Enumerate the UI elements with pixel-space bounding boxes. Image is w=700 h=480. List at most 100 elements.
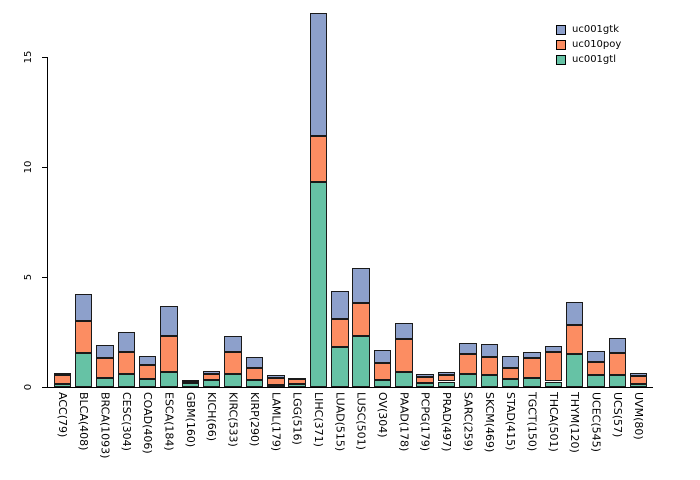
bar-segment-uc010poy: [138, 365, 157, 380]
legend-label: uc001gtk: [572, 24, 619, 35]
legend-swatch-uc001gtk: [556, 24, 566, 35]
bar-segment-uc001gtk: [53, 373, 71, 376]
bar-segment-uc001gtl: [309, 182, 328, 387]
x-category-label: KICH(66): [205, 392, 219, 441]
bar-segment-uc001gtk: [395, 323, 413, 339]
bar-segment-uc001gtk: [160, 305, 178, 337]
x-category-label: LGG(516): [290, 392, 304, 445]
legend-item: uc001gtk: [556, 22, 621, 37]
bar-segment-uc001gtl: [181, 382, 200, 387]
bar-segment-uc001gtk: [629, 373, 648, 376]
bar-segment-uc010poy: [395, 338, 413, 372]
bar-segment-uc001gtk: [224, 336, 242, 352]
bar-segment-uc010poy: [565, 325, 584, 354]
bar-segment-uc001gtl: [117, 373, 136, 387]
x-category-label: PAAD(178): [397, 392, 411, 452]
y-tick: [42, 57, 47, 58]
bar-segment-uc001gtk: [437, 371, 456, 375]
bar-segment-uc001gtk: [202, 370, 221, 374]
bar-segment-uc001gtl: [523, 378, 541, 387]
bar-segment-uc001gtl: [501, 379, 520, 387]
bar-segment-uc001gtl: [416, 382, 434, 387]
bar-segment-uc010poy: [331, 318, 349, 348]
bar-segment-uc010poy: [352, 303, 370, 337]
y-tick-label: 0: [22, 383, 34, 391]
x-category-label: STAD(415): [504, 392, 518, 451]
legend-swatch-uc001gtl: [556, 54, 566, 65]
bar-segment-uc010poy: [96, 358, 114, 379]
bar-segment-uc010poy: [629, 376, 648, 384]
x-category-label: LAML(179): [269, 392, 283, 452]
x-category-label: BRCA(1093): [98, 392, 112, 459]
bar-segment-uc001gtk: [245, 357, 264, 369]
bar-segment-uc001gtl: [352, 336, 370, 387]
bar-segment-uc010poy: [202, 373, 221, 381]
bar-segment-uc001gtl: [267, 384, 285, 387]
x-category-label: THCA(501): [546, 392, 560, 452]
bar-segment-uc010poy: [267, 378, 285, 385]
bar-segment-uc010poy: [587, 361, 605, 375]
bar-segment-uc010poy: [160, 336, 178, 372]
bar-segment-uc001gtl: [331, 347, 349, 387]
bar-segment-uc001gtk: [288, 378, 306, 381]
bar-segment-uc010poy: [523, 358, 541, 379]
bar-segment-uc010poy: [544, 351, 563, 382]
bar-segment-uc001gtk: [459, 343, 477, 354]
bar-segment-uc001gtk: [138, 356, 157, 365]
bar-segment-uc001gtk: [608, 337, 627, 353]
bar-segment-uc001gtl: [437, 381, 456, 387]
bar-segment-uc001gtl: [544, 381, 563, 387]
legend-item: uc001gtl: [556, 52, 621, 67]
bar-segment-uc001gtk: [544, 346, 563, 352]
bar-segment-uc010poy: [373, 362, 392, 381]
x-category-label: OV(304): [376, 392, 389, 438]
bar-segment-uc010poy: [501, 368, 520, 380]
x-category-label: COAD(406): [141, 392, 155, 454]
bar-segment-uc001gtl: [245, 380, 264, 387]
legend-swatch-uc010poy: [556, 39, 566, 50]
y-tick-label: 5: [22, 273, 34, 281]
bar-segment-uc001gtk: [501, 356, 520, 369]
x-category-label: LIHC(371): [311, 392, 325, 447]
bar-segment-uc001gtk: [587, 350, 605, 362]
bar-segment-uc001gtl: [202, 380, 221, 387]
bar-segment-uc010poy: [224, 351, 242, 374]
bar-segment-uc001gtk: [74, 293, 93, 321]
bar-segment-uc010poy: [117, 351, 136, 374]
bar-segment-uc001gtk: [96, 345, 114, 359]
bar-segment-uc001gtl: [96, 378, 114, 387]
bar-segment-uc001gtk: [117, 332, 136, 352]
bar-segment-uc001gtk: [373, 349, 392, 363]
bar-segment-uc001gtl: [459, 373, 477, 387]
y-tick-label: 10: [22, 160, 34, 174]
bar-segment-uc010poy: [53, 374, 71, 384]
bar-segment-uc010poy: [608, 352, 627, 375]
bar-segment-uc001gtl: [288, 383, 306, 387]
bar-segment-uc001gtk: [267, 374, 285, 379]
bar-segment-uc010poy: [480, 357, 498, 375]
x-axis-line: [47, 387, 653, 388]
legend-label: uc010poy: [572, 39, 622, 50]
bar-segment-uc001gtl: [587, 374, 605, 387]
y-tick-label: 15: [22, 50, 34, 64]
x-category-label: SARC(259): [461, 392, 475, 452]
bar-segment-uc001gtk: [352, 268, 370, 304]
bar-segment-uc010poy: [74, 321, 93, 353]
bar-segment-uc001gtl: [74, 352, 93, 387]
x-category-label: KIRP(290): [247, 392, 261, 447]
bar-segment-uc001gtk: [416, 373, 434, 378]
x-category-label: UVM(80): [632, 392, 646, 440]
x-category-label: CESC(304): [119, 392, 133, 451]
y-tick: [42, 387, 47, 388]
bar-segment-uc001gtl: [629, 383, 648, 387]
bar-segment-uc001gtk: [181, 379, 200, 382]
bar-segment-uc001gtl: [373, 380, 392, 387]
bar-segment-uc010poy: [309, 136, 328, 183]
x-category-label: THYM(120): [568, 392, 582, 453]
bar-segment-uc001gtk: [331, 291, 349, 319]
x-category-label: TGCT(150): [525, 392, 539, 452]
x-category-label: GBM(160): [183, 392, 197, 448]
bar-segment-uc010poy: [459, 354, 477, 374]
bar-segment-uc001gtk: [480, 344, 498, 358]
